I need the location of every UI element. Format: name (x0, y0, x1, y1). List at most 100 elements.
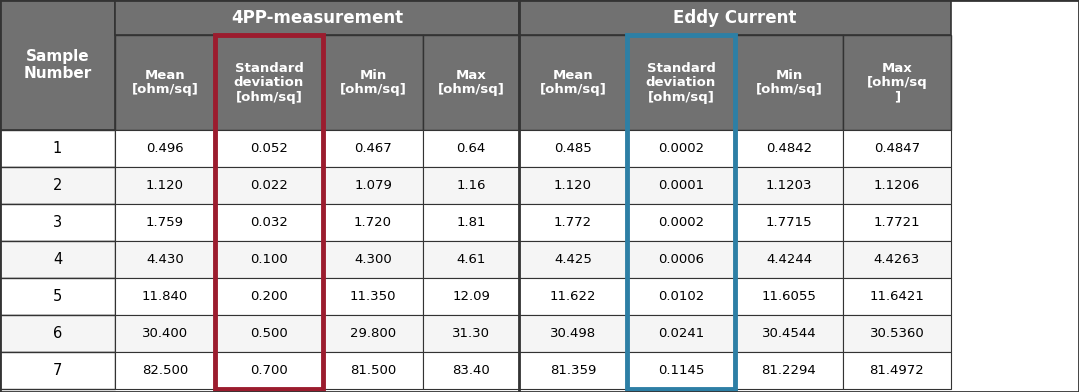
Bar (627, 278, 735, 315)
Bar (323, 241, 423, 278)
Text: 29.800: 29.800 (350, 327, 396, 340)
Bar (215, 35, 323, 130)
Text: 0.4847: 0.4847 (874, 142, 920, 155)
Text: Eddy Current: Eddy Current (673, 9, 796, 27)
Bar (423, 35, 519, 130)
Bar (323, 167, 423, 204)
Bar (215, 204, 323, 241)
Bar (323, 315, 423, 352)
Text: 0.485: 0.485 (555, 142, 592, 155)
Bar (115, 35, 215, 130)
Text: 1.120: 1.120 (146, 179, 185, 192)
Bar (843, 352, 951, 389)
Text: 0.700: 0.700 (250, 364, 288, 377)
Text: Standard
deviation
[ohm/sq]: Standard deviation [ohm/sq] (646, 62, 716, 103)
Text: 11.6421: 11.6421 (870, 290, 925, 303)
Text: 1.16: 1.16 (456, 179, 486, 192)
Bar (735, 167, 843, 204)
Text: 11.6055: 11.6055 (762, 290, 817, 303)
Bar (627, 167, 735, 204)
Text: Max
[ohm/sq
]: Max [ohm/sq ] (866, 62, 927, 103)
Bar (735, 35, 843, 130)
Bar (627, 130, 735, 167)
Bar (0, 352, 115, 389)
Text: Standard
deviation
[ohm/sq]: Standard deviation [ohm/sq] (234, 62, 304, 103)
Text: 0.500: 0.500 (250, 327, 288, 340)
Bar (843, 278, 951, 315)
Bar (519, 130, 627, 167)
Text: 4.300: 4.300 (354, 253, 392, 266)
Bar (735, 204, 843, 241)
Text: 2: 2 (53, 178, 63, 193)
Text: 30.400: 30.400 (142, 327, 188, 340)
Bar (423, 130, 519, 167)
Bar (735, 241, 843, 278)
Text: 11.350: 11.350 (350, 290, 396, 303)
Text: Mean
[ohm/sq]: Mean [ohm/sq] (132, 69, 199, 96)
Text: 31.30: 31.30 (452, 327, 490, 340)
Bar (0, 204, 115, 241)
Text: 4.4263: 4.4263 (874, 253, 920, 266)
Text: 4PP-measurement: 4PP-measurement (231, 9, 404, 27)
Bar (423, 241, 519, 278)
Bar (423, 315, 519, 352)
Text: 12.09: 12.09 (452, 290, 490, 303)
Bar (519, 352, 627, 389)
Bar (323, 352, 423, 389)
Text: 0.4842: 0.4842 (766, 142, 812, 155)
Bar (843, 167, 951, 204)
Text: 0.467: 0.467 (354, 142, 392, 155)
Text: Min
[ohm/sq]: Min [ohm/sq] (340, 69, 407, 96)
Text: 81.500: 81.500 (350, 364, 396, 377)
Bar (323, 35, 423, 130)
Text: 0.052: 0.052 (250, 142, 288, 155)
Text: 11.622: 11.622 (549, 290, 597, 303)
Bar (735, 352, 843, 389)
Bar (519, 204, 627, 241)
Text: 83.40: 83.40 (452, 364, 490, 377)
Bar (323, 130, 423, 167)
Bar (215, 278, 323, 315)
Bar (115, 278, 215, 315)
Bar (843, 315, 951, 352)
Bar (215, 241, 323, 278)
Text: Max
[ohm/sq]: Max [ohm/sq] (438, 69, 505, 96)
Text: 5: 5 (53, 289, 63, 304)
Bar (519, 167, 627, 204)
Text: 3: 3 (53, 215, 63, 230)
Text: 11.840: 11.840 (141, 290, 188, 303)
Bar (115, 204, 215, 241)
Text: 1.079: 1.079 (354, 179, 392, 192)
Bar (843, 241, 951, 278)
Text: 1.772: 1.772 (554, 216, 592, 229)
Bar (423, 204, 519, 241)
Text: 1.1206: 1.1206 (874, 179, 920, 192)
Bar (0, 0, 115, 130)
Text: 0.0002: 0.0002 (658, 216, 705, 229)
Bar (215, 352, 323, 389)
Bar (627, 315, 735, 352)
Bar (215, 167, 323, 204)
Bar (323, 278, 423, 315)
Bar (735, 278, 843, 315)
Bar (423, 278, 519, 315)
Bar (215, 315, 323, 352)
Text: 1.81: 1.81 (456, 216, 486, 229)
Bar (735, 130, 843, 167)
Text: 0.100: 0.100 (250, 253, 288, 266)
Bar (115, 352, 215, 389)
Text: 0.0001: 0.0001 (658, 179, 705, 192)
Bar (519, 315, 627, 352)
Bar (519, 0, 951, 35)
Text: 1.720: 1.720 (354, 216, 392, 229)
Text: 82.500: 82.500 (141, 364, 188, 377)
Text: Mean
[ohm/sq]: Mean [ohm/sq] (540, 69, 606, 96)
Bar (0, 241, 115, 278)
Text: Min
[ohm/sq]: Min [ohm/sq] (755, 69, 822, 96)
Bar (423, 352, 519, 389)
Bar (519, 241, 627, 278)
Bar (423, 167, 519, 204)
Text: 0.0002: 0.0002 (658, 142, 705, 155)
Text: 0.64: 0.64 (456, 142, 486, 155)
Bar (323, 204, 423, 241)
